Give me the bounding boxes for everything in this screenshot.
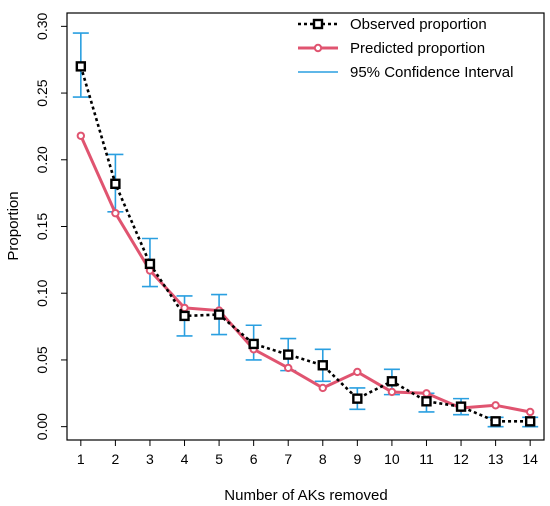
- observed-point: [179, 310, 190, 322]
- observed-point: [455, 401, 467, 412]
- predicted-point: [318, 383, 327, 393]
- y-tick-label: 0.20: [34, 146, 50, 173]
- x-tick-label: 11: [419, 451, 434, 467]
- x-tick-label: 7: [284, 451, 292, 467]
- x-tick-label: 5: [215, 451, 223, 467]
- x-tick-label: 9: [353, 451, 361, 467]
- y-axis-label: Proportion: [5, 191, 22, 260]
- predicted-point: [284, 363, 293, 373]
- observed-point: [213, 309, 225, 320]
- y-tick-label: 0.10: [34, 279, 50, 306]
- predicted-point: [180, 303, 189, 313]
- x-tick-label: 8: [319, 451, 327, 467]
- x-axis-label: Number of AKs removed: [224, 487, 387, 504]
- legend-observed-label: Observed proportion: [350, 16, 487, 33]
- x-tick-label: 2: [111, 451, 119, 467]
- x-tick-label: 3: [146, 451, 154, 467]
- observed-point: [421, 396, 432, 407]
- x-tick-label: 10: [384, 451, 400, 467]
- observed-point: [524, 416, 536, 427]
- observed-point: [490, 416, 501, 427]
- legend-observed-marker: [312, 18, 324, 30]
- observed-point: [248, 338, 259, 350]
- y-tick-label: 0.05: [34, 346, 50, 373]
- x-tick-label: 4: [181, 451, 189, 467]
- predicted-point: [76, 131, 86, 140]
- predicted-point: [491, 401, 500, 410]
- observed-point: [75, 61, 87, 72]
- predicted-point: [353, 367, 362, 377]
- observed-line: [79, 66, 531, 423]
- legend-predicted-marker: [313, 43, 323, 53]
- observed-point: [317, 360, 328, 371]
- y-tick-label: 0.25: [34, 79, 50, 106]
- legend-ci-label: 95% Confidence Interval: [350, 64, 513, 81]
- observed-point: [144, 258, 156, 270]
- series-layer: [72, 32, 539, 428]
- predicted-point: [387, 387, 397, 397]
- observed-point: [352, 393, 363, 404]
- x-tick-label: 1: [77, 451, 85, 467]
- axes: 0.000.050.100.150.200.250.301 2 3 4 5 6 7 8 9 10 1…: [34, 13, 538, 467]
- observed-point: [110, 178, 121, 190]
- predicted-point: [525, 407, 535, 417]
- x-tick-label: 6: [250, 451, 258, 467]
- observed-point: [386, 376, 398, 387]
- y-tick-label: 0.00: [34, 413, 50, 440]
- predicted-line: [79, 135, 531, 414]
- y-tick-label: 0.15: [34, 213, 50, 240]
- legend: Observed proportion Predicted proportion 9…: [298, 16, 513, 81]
- x-tick-label: 13: [488, 451, 504, 467]
- y-tick-label: 0.30: [34, 13, 50, 40]
- x-tick-label: 14: [522, 451, 538, 467]
- observed-point: [283, 349, 294, 360]
- predicted-point: [422, 389, 431, 398]
- legend-predicted-label: Predicted proportion: [350, 40, 485, 57]
- x-tick-label: 12: [453, 451, 469, 467]
- predicted-point: [111, 208, 120, 218]
